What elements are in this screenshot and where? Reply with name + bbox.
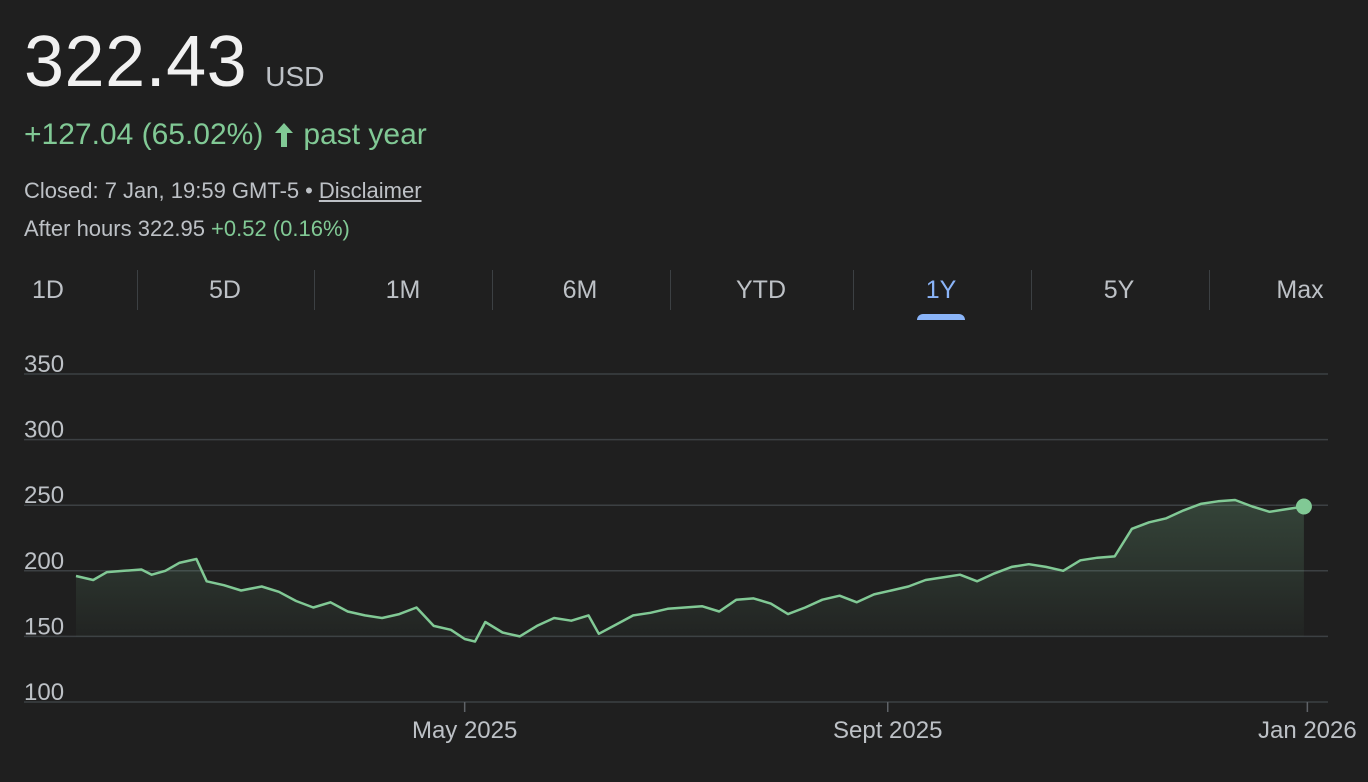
y-tick-label: 200 [24,548,64,575]
disclaimer-link[interactable]: Disclaimer [318,178,422,203]
tab-max[interactable]: Max [1276,275,1324,304]
x-tick-label: May 2025 [412,717,517,744]
price-area [76,500,1304,642]
tab-1m[interactable]: 1M [385,275,421,304]
price-change: +127.04 (65.02%) past year [24,118,427,152]
price-chart: 350 300 250 200 150 100 May 2025 Sept 2025 Jan 2… [24,351,1357,744]
change-value: +127.04 (65.02%) [24,118,264,151]
tab-5d[interactable]: 5D [209,275,241,304]
tab-divider [853,270,854,310]
arrow-up-icon [273,122,295,148]
tab-6m[interactable]: 6M [562,275,598,304]
tab-ytd[interactable]: YTD [736,275,786,304]
tab-divider [670,270,671,310]
x-tick-label: Sept 2025 [833,717,942,744]
y-tick-label: 350 [24,351,64,378]
y-tick-label: 300 [24,417,64,444]
currency-code: USD [265,61,325,92]
current-price: 322.43 [24,22,248,102]
tab-divider [1031,270,1032,310]
closed-status: Closed: 7 Jan, 19:59 GMT-5 • Disclaimer [24,178,422,204]
after-hours-status: After hours 322.95 +0.52 (0.16%) [24,216,350,242]
price-line [75,498,1305,643]
time-range-tabs: 1D 5D 1M 6M YTD 1Y 5Y Max [0,268,1368,324]
latest-price-dot [1295,498,1312,515]
tab-1y[interactable]: 1Y [925,275,957,304]
separator-dot: • [305,178,313,203]
price-row: 322.43 USD [24,26,324,98]
tab-divider [492,270,493,310]
tab-5y[interactable]: 5Y [1103,275,1135,304]
closed-time: Closed: 7 Jan, 19:59 GMT-5 [24,178,300,203]
y-tick-label: 250 [24,482,64,509]
y-tick-label: 150 [24,613,64,640]
active-tab-indicator [917,314,965,320]
tab-divider [314,270,315,310]
tab-divider [1209,270,1210,310]
y-tick-label: 100 [24,679,64,706]
after-hours-price: After hours 322.95 [24,216,206,241]
tab-1d[interactable]: 1D [32,275,64,304]
after-hours-change: +0.52 (0.16%) [211,216,350,241]
x-tick-label: Jan 2026 [1258,717,1357,744]
tab-divider [137,270,138,310]
change-period: past year [303,118,427,151]
